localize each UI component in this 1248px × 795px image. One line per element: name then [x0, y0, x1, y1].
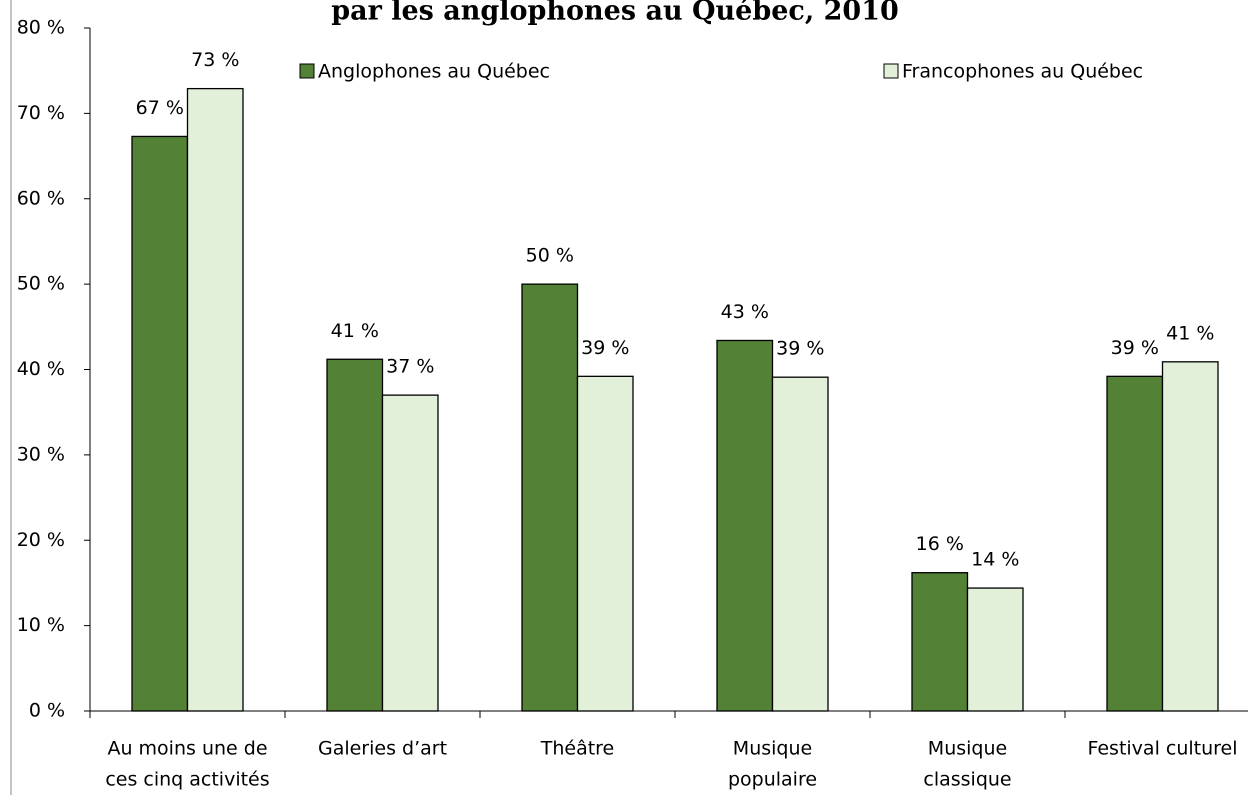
value-label: 37 %	[386, 356, 434, 378]
legend-label: Anglophones au Québec	[318, 61, 550, 83]
x-tick-label: ces cinq activités	[105, 769, 269, 791]
y-tick-label: 30 %	[17, 443, 65, 465]
value-label: 14 %	[971, 549, 1019, 571]
bar	[966, 587, 1024, 712]
value-label: 67 %	[136, 97, 184, 119]
x-tick-label: populaire	[728, 769, 817, 791]
x-tick-label: Galeries d’art	[318, 738, 447, 760]
value-label: 41 %	[331, 320, 379, 342]
legend-swatch	[883, 63, 899, 79]
value-label: 41 %	[1166, 322, 1214, 344]
value-label: 50 %	[526, 245, 574, 267]
y-tick-label: 0 %	[29, 700, 65, 722]
bar	[1161, 361, 1219, 712]
x-tick-label: Festival culturel	[1087, 738, 1237, 760]
bar	[911, 572, 969, 712]
bar	[186, 87, 244, 712]
x-tick-label: Musique	[928, 738, 1007, 760]
value-label: 43 %	[721, 301, 769, 323]
chart-title: par les anglophones au Québec, 2010	[331, 0, 899, 27]
value-label: 39 %	[1111, 337, 1159, 359]
y-tick-label: 10 %	[17, 614, 65, 636]
y-tick-label: 50 %	[17, 273, 65, 295]
bar	[326, 358, 384, 712]
bar	[716, 339, 774, 712]
bar	[131, 135, 189, 712]
bar	[381, 394, 439, 712]
value-label: 73 %	[191, 49, 239, 71]
bar	[576, 375, 634, 712]
value-label: 39 %	[776, 338, 824, 360]
legend-label: Francophones au Québec	[902, 61, 1143, 83]
value-label: 39 %	[581, 337, 629, 359]
x-tick-label: Théâtre	[540, 738, 615, 760]
y-tick-label: 40 %	[17, 358, 65, 380]
x-tick-label: Au moins une de	[107, 738, 267, 760]
bar	[521, 283, 579, 712]
x-tick-label: classique	[923, 769, 1011, 791]
y-tick-label: 70 %	[17, 102, 65, 124]
y-tick-label: 20 %	[17, 529, 65, 551]
value-label: 16 %	[916, 533, 964, 555]
legend-swatch	[299, 63, 315, 79]
y-tick-label: 60 %	[17, 187, 65, 209]
bar	[771, 376, 829, 712]
x-tick-label: Musique	[733, 738, 812, 760]
bar	[1106, 375, 1164, 712]
y-tick-label: 80 %	[17, 17, 65, 39]
